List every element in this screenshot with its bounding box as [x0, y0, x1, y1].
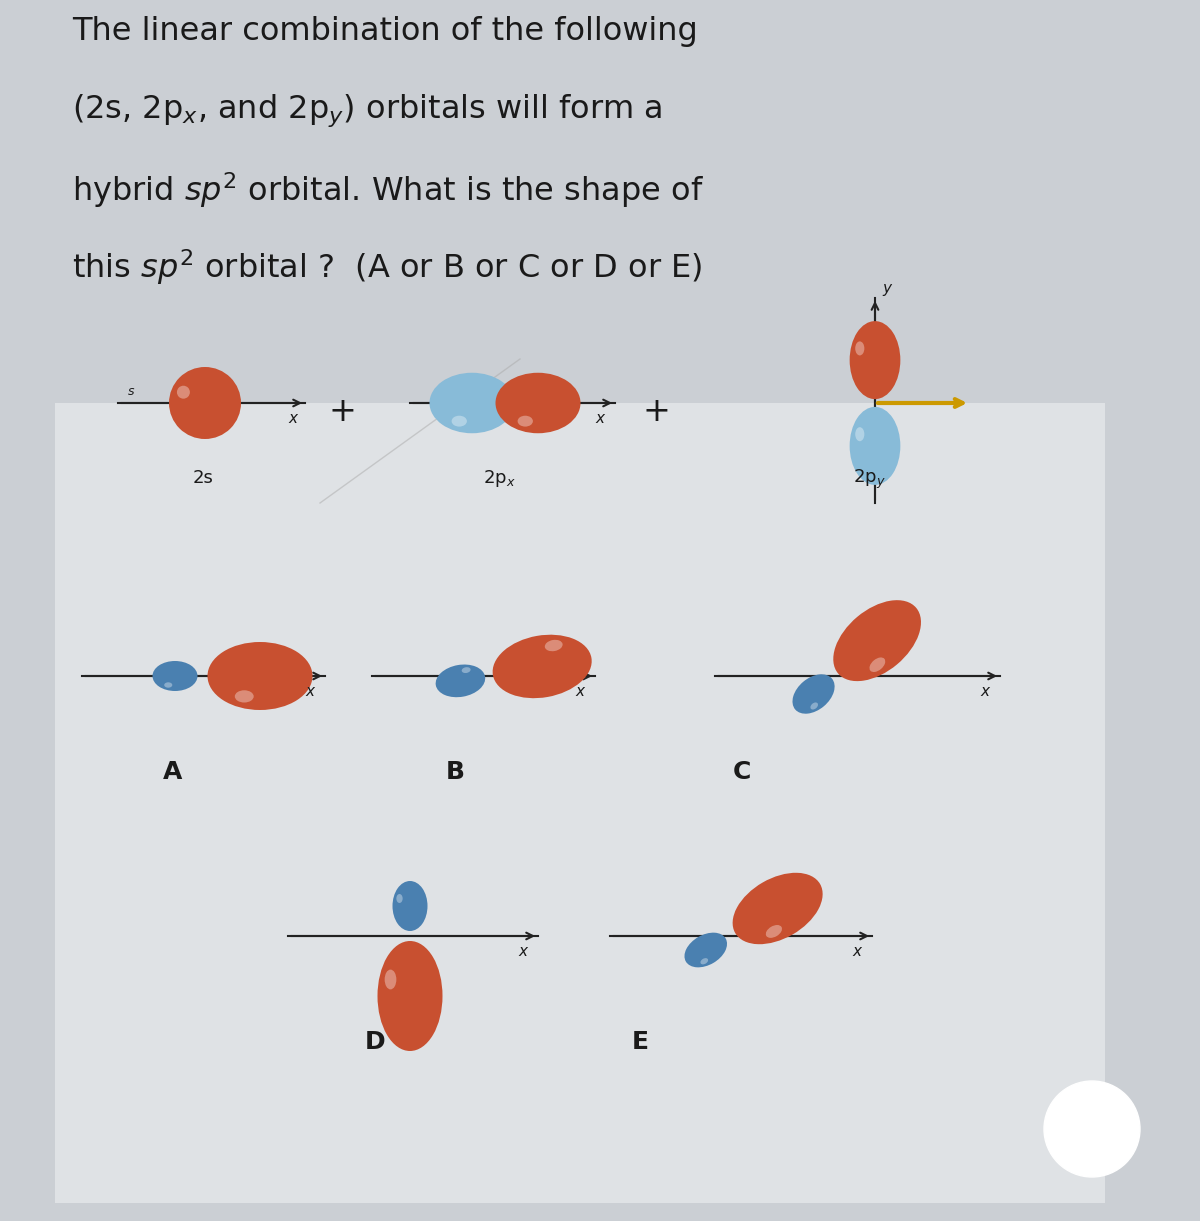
Text: this $sp^2$ orbital ?  (A or B or C or D or E): this $sp^2$ orbital ? (A or B or C or D …: [72, 247, 702, 287]
Ellipse shape: [378, 941, 443, 1051]
Ellipse shape: [684, 933, 727, 967]
Ellipse shape: [766, 926, 782, 938]
Text: +: +: [328, 396, 356, 429]
Ellipse shape: [396, 894, 403, 904]
Text: x: x: [980, 684, 989, 698]
Text: A: A: [163, 759, 182, 784]
Text: 2s: 2s: [193, 469, 214, 487]
Ellipse shape: [833, 601, 920, 681]
Ellipse shape: [850, 407, 900, 485]
Ellipse shape: [385, 969, 396, 989]
Text: x: x: [575, 684, 584, 698]
Ellipse shape: [496, 372, 581, 433]
Ellipse shape: [810, 702, 818, 709]
Ellipse shape: [436, 664, 485, 697]
Ellipse shape: [733, 873, 823, 944]
Ellipse shape: [208, 642, 312, 709]
Ellipse shape: [169, 368, 241, 440]
Ellipse shape: [856, 427, 864, 441]
Ellipse shape: [545, 640, 563, 651]
Text: 2p$_x$: 2p$_x$: [482, 468, 516, 488]
Ellipse shape: [462, 667, 470, 673]
Text: y: y: [882, 281, 890, 295]
Ellipse shape: [392, 882, 427, 930]
Ellipse shape: [493, 635, 592, 698]
Text: C: C: [733, 759, 751, 784]
Ellipse shape: [451, 415, 467, 426]
Ellipse shape: [235, 690, 253, 702]
Text: E: E: [632, 1031, 649, 1054]
Ellipse shape: [870, 657, 886, 672]
Ellipse shape: [856, 342, 864, 355]
Text: hybrid $sp^2$ orbital. What is the shape of: hybrid $sp^2$ orbital. What is the shape…: [72, 170, 704, 210]
Text: (2s, 2p$_x$, and 2p$_y$) orbitals will form a: (2s, 2p$_x$, and 2p$_y$) orbitals will f…: [72, 93, 662, 129]
Text: D: D: [365, 1031, 385, 1054]
Ellipse shape: [792, 674, 835, 714]
Ellipse shape: [850, 321, 900, 399]
Text: B: B: [446, 759, 466, 784]
Text: x: x: [852, 944, 862, 958]
Ellipse shape: [701, 958, 708, 965]
Text: x: x: [518, 944, 527, 958]
Text: +: +: [642, 396, 670, 429]
Text: s: s: [128, 385, 134, 398]
FancyBboxPatch shape: [55, 403, 1105, 1203]
Ellipse shape: [430, 372, 515, 433]
Text: x: x: [595, 411, 604, 426]
Text: x: x: [288, 411, 298, 426]
Ellipse shape: [152, 661, 198, 691]
Circle shape: [1044, 1081, 1140, 1177]
Ellipse shape: [517, 415, 533, 426]
Ellipse shape: [176, 386, 190, 399]
Text: x: x: [305, 684, 314, 698]
Text: 2p$_y$: 2p$_y$: [853, 468, 886, 491]
Ellipse shape: [164, 683, 173, 687]
Text: The linear combination of the following: The linear combination of the following: [72, 16, 697, 46]
